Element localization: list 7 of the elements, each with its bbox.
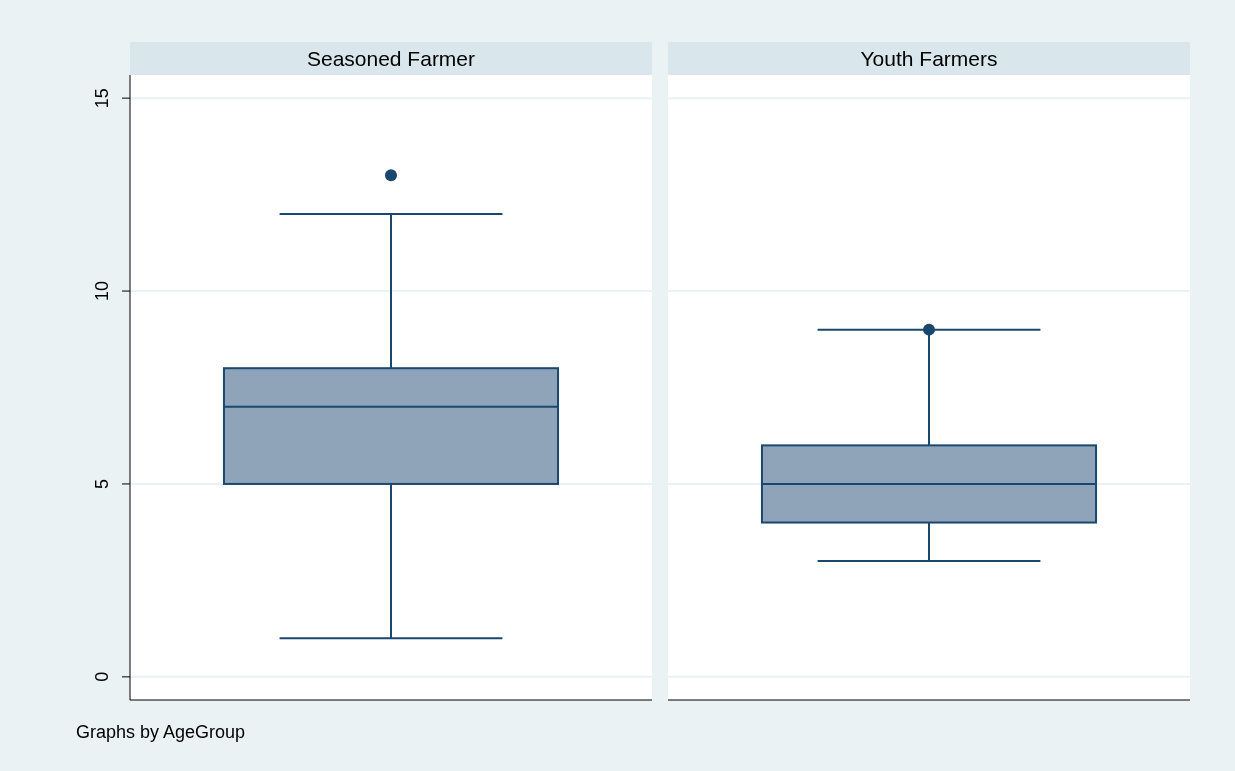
y-tick-label: 15 [92, 88, 112, 109]
text: Graphs by AgeGroup [76, 722, 246, 742]
y-tick-label: 5 [92, 478, 112, 489]
x-tick-label: Youth Farmers [860, 46, 998, 70]
x-tick-label: Seasoned Farmer [306, 46, 476, 70]
y-tick-label: 10 [92, 281, 112, 302]
y-tick-label: 0 [92, 671, 112, 682]
